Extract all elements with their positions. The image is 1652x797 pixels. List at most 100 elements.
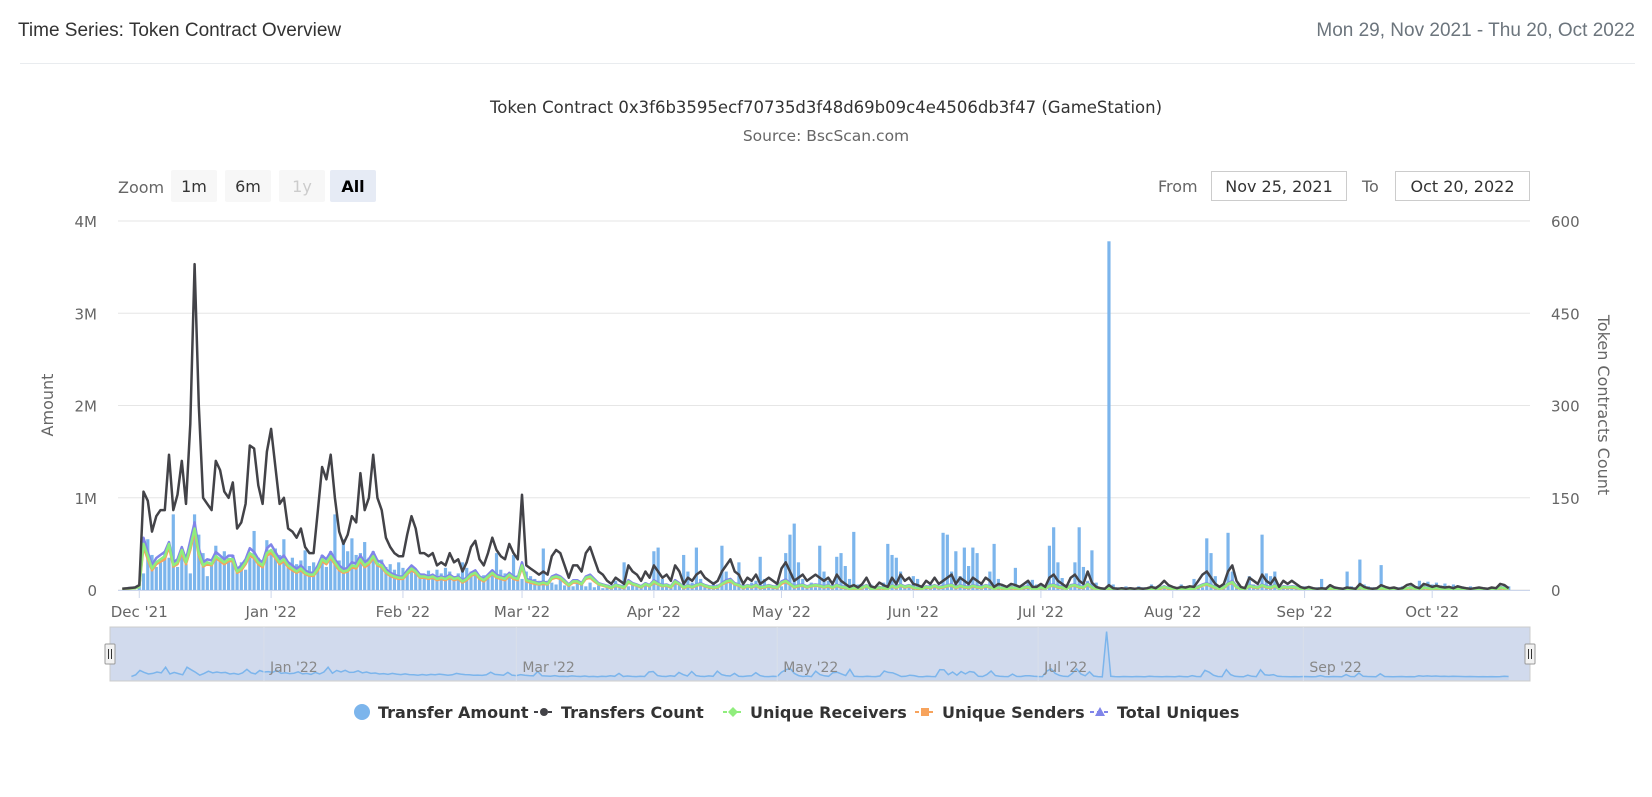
zoom-1m-button[interactable]: 1m: [171, 170, 217, 202]
legend-item-unique-receivers[interactable]: Unique Receivers: [723, 703, 907, 722]
transfer-amount-bar: [503, 573, 507, 590]
circle-marker-icon: [540, 708, 548, 716]
transfer-amount-bar: [460, 562, 465, 590]
transfer-amount-bar: [477, 576, 482, 590]
transfer-amount-bar: [792, 523, 796, 590]
navigator[interactable]: Jan '22 Mar '22 May '22 Jul '22 Sep '22: [104, 626, 1536, 682]
transfer-amount-bar: [945, 534, 949, 590]
transfer-amount-bar: [1379, 565, 1383, 590]
date-range: Mon 29, Nov 2021 - Thu 20, Oct 2022: [1316, 20, 1635, 41]
transfer-amount-bar: [694, 547, 698, 590]
navigator-tick-label: Mar '22: [522, 660, 575, 676]
legend-item-unique-senders[interactable]: Unique Senders: [915, 703, 1085, 722]
transfer-amount-bar: [333, 514, 337, 590]
x-tick-label: Aug '22: [1144, 603, 1201, 621]
page-title: Time Series: Token Contract Overview: [18, 20, 342, 41]
legend-label: Unique Receivers: [750, 703, 907, 722]
zoom-1y-button[interactable]: 1y: [279, 170, 325, 202]
transfer-amount-bar: [380, 559, 384, 590]
transfer-amount-bar: [571, 586, 575, 590]
transfer-amount-bar: [201, 553, 205, 590]
transfer-amount-bar: [950, 571, 954, 590]
navigator-left-handle[interactable]: [104, 643, 116, 665]
x-tick-label: May '22: [752, 603, 811, 621]
transfer-amount-bar: [626, 586, 630, 590]
transfer-amount-bar: [252, 530, 256, 590]
transfer-amount-bar: [1209, 553, 1213, 590]
y2-tick-label: 300: [1551, 398, 1580, 416]
to-label: To: [1362, 177, 1379, 196]
transfer-amount-bar: [575, 581, 579, 590]
y2-tick-label: 450: [1551, 305, 1580, 323]
legend-item-transfers-count[interactable]: Transfers Count: [534, 703, 704, 722]
navigator-tick-label: Jul '22: [1043, 660, 1087, 676]
transfer-amount-bar: [405, 571, 409, 590]
x-tick-label: Sep '22: [1276, 603, 1332, 621]
from-date-input[interactable]: [1211, 171, 1347, 201]
transfer-amount-bar: [733, 582, 737, 590]
transfer-amount-bar: [852, 531, 856, 590]
axes: Amount Token Contracts Count 0 1M 2M 3M 4M 0 1…: [38, 213, 1613, 621]
transfer-amount-bar: [762, 578, 767, 590]
transfer-amount-bar: [205, 576, 209, 590]
series-lines: [122, 262, 1510, 591]
transfer-amount-bar: [1192, 578, 1196, 590]
transfer-amount-bar: [278, 554, 282, 590]
transfer-amount-bar: [231, 554, 235, 590]
transfer-amount-bar: [932, 586, 937, 590]
circle-marker-icon: [354, 704, 370, 720]
transfer-amount-bar: [958, 576, 962, 590]
transfer-amount-bar: [1081, 566, 1086, 590]
transfer-amount-bar: [1417, 580, 1422, 590]
transfer-amount-bar: [784, 553, 788, 590]
transfer-amount-bar: [1247, 576, 1251, 590]
transfer-amount-bar: [1162, 588, 1166, 590]
y2-tick-label: 600: [1551, 213, 1580, 231]
x-tick-label: Dec '21: [111, 603, 168, 621]
transfer-amount-bar: [235, 566, 239, 590]
x-tick-label: Apr '22: [627, 603, 681, 621]
zoom-all-button[interactable]: All: [330, 170, 376, 202]
transfer-amount-bar: [924, 588, 928, 590]
transfer-amount-bar: [550, 582, 554, 590]
navigator-right-handle[interactable]: [1524, 643, 1536, 665]
transfer-amount-bar: [652, 551, 656, 590]
chart-subtitle: Source: BscScan.com: [742, 127, 910, 145]
legend-item-transfer-amount[interactable]: Transfer Amount: [354, 703, 529, 722]
diamond-marker-icon: [728, 707, 738, 717]
transfer-amount-bar: [1077, 527, 1081, 590]
transfer-amount-bar: [456, 573, 460, 590]
transfer-amount-bar: [184, 564, 188, 590]
legend: Transfer Amount Transfers Count Unique Rec…: [354, 703, 1239, 722]
transfer-amount-bar: [409, 566, 414, 590]
legend-item-total-uniques[interactable]: Total Uniques: [1090, 703, 1239, 722]
y-tick-label: 3M: [75, 305, 98, 323]
zoom-6m-button[interactable]: 6m: [225, 170, 271, 202]
transfer-amount-bar: [418, 573, 422, 590]
transfer-amount-bar: [584, 586, 588, 590]
transfer-amount-bar: [847, 578, 852, 590]
transfer-amount-bar: [354, 554, 358, 590]
transfer-amount-bar: [265, 540, 269, 590]
to-date-input[interactable]: [1395, 171, 1530, 201]
transfer-amount-bar: [1107, 241, 1111, 591]
transfer-amount-bar: [1200, 587, 1205, 590]
transfer-amount-bar: [818, 545, 822, 590]
chart-title: Token Contract 0x3f6b3595ecf70735d3f48d6…: [489, 98, 1163, 117]
transfer-amount-bar: [677, 584, 681, 590]
transfer-amount-bar: [494, 553, 499, 590]
transfer-amount-bar: [197, 534, 201, 590]
transfer-amount-bar: [601, 588, 605, 590]
transfer-amount-bar: [622, 562, 626, 590]
transfer-amount-bar: [728, 578, 733, 590]
transfer-amount-bar: [507, 576, 511, 590]
transfer-amount-bar: [1358, 559, 1362, 590]
transfers-count-line: [122, 262, 1510, 591]
transfer-amount-bar: [558, 578, 562, 590]
transfer-amount-bar: [635, 585, 639, 590]
transfer-amount-bar: [222, 551, 226, 590]
navigator-tick-label: Jan '22: [269, 660, 318, 676]
transfer-amount-bar: [452, 576, 456, 590]
y2-tick-label: 0: [1551, 582, 1561, 600]
